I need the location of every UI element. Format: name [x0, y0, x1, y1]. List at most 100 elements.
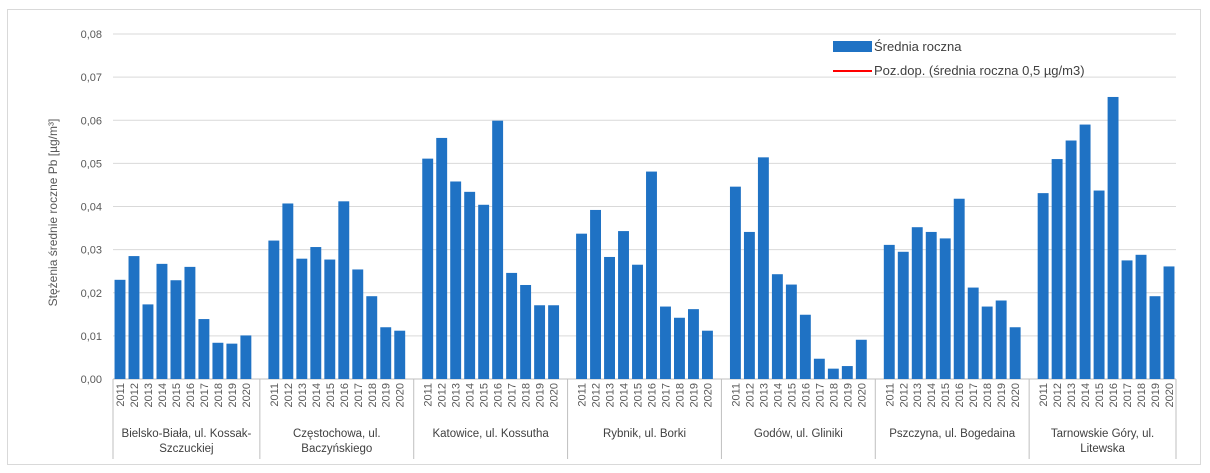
x-tick-label: 2016 [493, 383, 505, 407]
bar [282, 203, 294, 379]
bar [967, 287, 979, 379]
bar [478, 204, 490, 379]
x-tick-label: 2016 [646, 383, 658, 407]
bar [688, 309, 699, 379]
x-tick-label: 2020 [1010, 383, 1022, 407]
y-tick-label: 0,03 [81, 245, 102, 257]
y-tick-label: 0,08 [81, 29, 102, 41]
bars [114, 96, 1175, 380]
x-tick-label: 2015 [479, 383, 491, 407]
x-tick-label: 2019 [535, 383, 547, 407]
x-tick-label: 2019 [381, 383, 393, 407]
x-tick-label: 2018 [367, 383, 379, 407]
x-tick-label: 2014 [465, 383, 477, 407]
group-label: Szczuckiej [159, 443, 213, 455]
bar [310, 247, 322, 379]
x-tick-label: 2015 [171, 383, 183, 407]
bar [156, 263, 168, 379]
group-label: Tarnowskie Góry, ul. [1051, 428, 1154, 440]
x-tick-label: 2016 [800, 383, 812, 407]
y-tick-label: 0,05 [81, 158, 102, 170]
group-label: Pszczyna, ul. Bogedaina [889, 428, 1016, 440]
x-tick-label: 2011 [269, 383, 281, 407]
bar [338, 201, 350, 379]
x-tick-label: 2013 [143, 383, 155, 407]
bar [841, 366, 853, 379]
legend-swatch-bar [833, 41, 872, 52]
bar [1121, 260, 1133, 379]
x-tick-label: 2011 [1038, 383, 1050, 407]
bar [660, 306, 671, 379]
bar [939, 238, 951, 379]
bar [170, 280, 182, 379]
bar [128, 256, 140, 379]
group-label: Katowice, ul. Kossutha [432, 428, 549, 440]
x-tick-label: 2020 [241, 383, 253, 407]
bar [827, 368, 839, 379]
bar [1149, 296, 1161, 379]
legend-label-limit: Poz.dop. (średnia roczna 0,5 µg/m3) [874, 63, 1085, 78]
bar [226, 343, 238, 379]
x-tick-label: 2012 [283, 383, 295, 407]
bar [855, 339, 867, 379]
group-label: Godów, ul. Gliniki [754, 428, 843, 440]
bar [184, 266, 196, 380]
bar [520, 284, 532, 379]
bar [394, 330, 406, 379]
x-tick-label: 2015 [633, 383, 645, 407]
x-tick-label: 2014 [311, 383, 323, 407]
bar [548, 305, 560, 379]
x-tick-label: 2014 [157, 383, 169, 407]
bar [674, 317, 685, 379]
y-axis: 0,00 0,01 0,02 0,03 0,04 0,05 0,06 0,07 0,08 [81, 29, 102, 386]
bar [590, 209, 601, 379]
bar [1037, 193, 1049, 379]
x-tick-label: 2019 [227, 383, 239, 407]
x-tick-label: 2012 [437, 383, 449, 407]
x-tick-label: 2013 [912, 383, 924, 407]
bar [897, 251, 909, 379]
x-tick-label: 2020 [856, 383, 868, 407]
bar [492, 120, 504, 380]
x-tick-label: 2019 [996, 383, 1008, 407]
bar [296, 258, 308, 379]
x-tick-label: 2015 [325, 383, 337, 407]
group-label: Rybnik, ul. Borki [603, 428, 686, 440]
bar [324, 259, 336, 379]
y-axis-label: Stężenia średnie roczne Pb [µg/m³] [46, 119, 60, 307]
bar [646, 171, 657, 379]
x-tick-label: 2012 [591, 383, 603, 407]
bar [729, 186, 741, 379]
x-tick-label: 2018 [674, 383, 686, 407]
x-tick-label: 2018 [213, 383, 225, 407]
x-tick-label: 2017 [660, 383, 672, 407]
x-tick-label: 2012 [898, 383, 910, 407]
bar [995, 300, 1007, 379]
x-tick-label: 2020 [1164, 383, 1176, 407]
chart-frame [7, 9, 1201, 465]
x-tick-label: 2012 [1052, 383, 1064, 407]
x-tick-label: 2015 [940, 383, 952, 407]
bar [1163, 266, 1175, 379]
bar [240, 335, 252, 379]
bar [114, 279, 126, 379]
x-tick-label: 2016 [185, 383, 197, 407]
x-tick-label: 2019 [842, 383, 854, 407]
bar [268, 240, 280, 379]
bar [1135, 254, 1147, 379]
x-tick-label: 2018 [982, 383, 994, 407]
x-tick-label: 2011 [115, 383, 127, 407]
bar [813, 358, 825, 379]
group-label: Częstochowa, ul. [293, 428, 381, 440]
bar [1079, 124, 1091, 379]
bar [436, 137, 448, 379]
y-tick-label: 0,02 [81, 288, 102, 300]
x-tick-label: 2014 [619, 383, 631, 407]
bar [785, 284, 797, 379]
bar [576, 233, 588, 379]
bar [380, 327, 392, 379]
x-tick-label: 2014 [1080, 383, 1092, 407]
x-tick-label: 2017 [814, 383, 826, 407]
x-tick-label: 2011 [577, 383, 589, 407]
